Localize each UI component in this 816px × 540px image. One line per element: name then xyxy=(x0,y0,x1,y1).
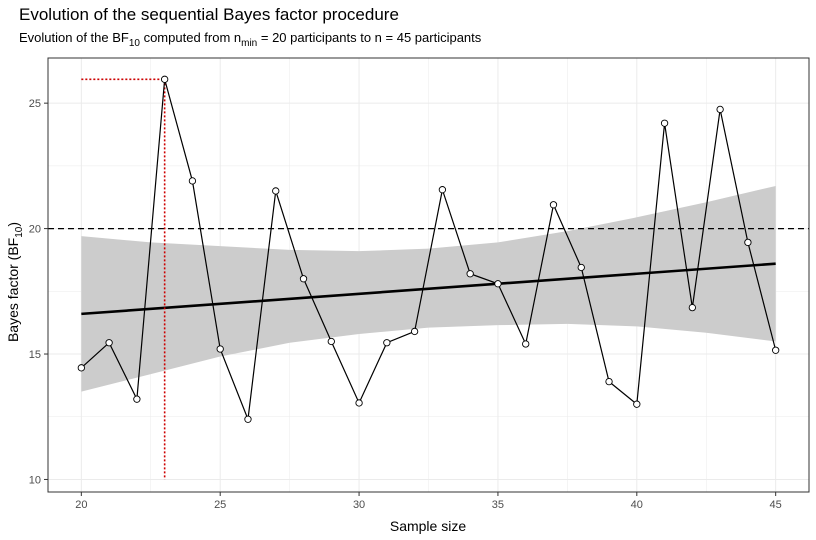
data-point xyxy=(160,75,169,83)
x-tick-label: 45 xyxy=(770,499,782,511)
x-tick-label: 40 xyxy=(631,499,643,511)
data-point xyxy=(494,280,502,288)
data-point xyxy=(355,399,363,407)
data-point xyxy=(633,400,641,408)
data-point xyxy=(272,187,280,195)
data-point xyxy=(466,270,474,278)
y-tick-label: 15 xyxy=(29,349,41,361)
data-point xyxy=(244,415,252,423)
data-point xyxy=(605,377,613,386)
x-tick-label: 25 xyxy=(214,499,226,511)
x-tick-label: 30 xyxy=(353,499,365,511)
plot-area: 20 25 30 35 40 45 10 15 20 25 xyxy=(29,57,810,511)
trend-line xyxy=(81,262,776,316)
x-tick-label: 20 xyxy=(75,499,87,511)
data-point xyxy=(327,337,335,346)
data-point xyxy=(410,327,419,336)
y-tick-label: 10 xyxy=(29,474,41,486)
chart-subtitle: Evolution of the BF10 computed from nmin… xyxy=(19,30,482,49)
data-point xyxy=(549,201,558,209)
chart-title: Evolution of the sequential Bayes factor… xyxy=(19,5,399,24)
data-point xyxy=(522,340,530,348)
x-axis-label: Sample size xyxy=(390,518,466,534)
y-tick-label: 20 xyxy=(29,224,41,236)
data-point xyxy=(660,119,669,127)
data-point xyxy=(188,177,197,185)
data-point xyxy=(105,339,113,347)
x-tick-label: 35 xyxy=(492,499,504,511)
data-point xyxy=(772,346,780,354)
y-tick-label: 25 xyxy=(29,98,41,110)
data-point xyxy=(216,345,224,353)
panel-border xyxy=(47,57,810,493)
data-point xyxy=(716,105,724,114)
data-point xyxy=(438,186,447,194)
bf-series-line xyxy=(80,79,777,420)
data-point xyxy=(577,263,585,272)
y-axis-label: Bayes factor (BF10) xyxy=(5,222,25,342)
data-point xyxy=(383,339,391,347)
data-point xyxy=(299,275,308,283)
data-point xyxy=(77,364,85,372)
data-point xyxy=(744,238,752,247)
data-point xyxy=(688,303,697,312)
data-point xyxy=(133,395,141,403)
